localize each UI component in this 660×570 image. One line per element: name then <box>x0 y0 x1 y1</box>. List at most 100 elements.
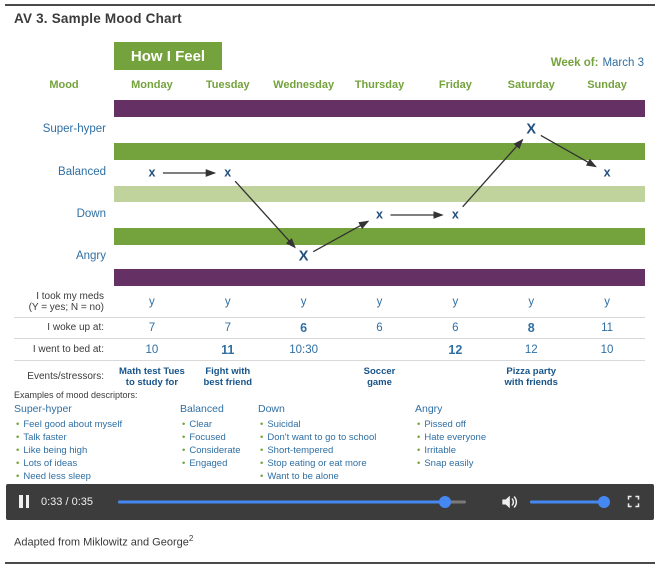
bed-value: 12 <box>524 343 538 356</box>
pause-bar <box>19 495 23 508</box>
events-row: Events/stressors: Math test Tues to stud… <box>14 361 645 392</box>
bed-row: I went to bed at: 10 11 10:30 12 12 10 <box>14 339 645 361</box>
day-header-tuesday: Tuesday <box>205 79 250 91</box>
band-purple-bottom <box>114 269 645 286</box>
woke-value: 7 <box>224 322 231 334</box>
mood-label-balanced: Balanced <box>58 166 106 178</box>
footnote-marker: 2 <box>188 534 194 543</box>
descriptor-item: • Lots of ideas <box>16 458 78 469</box>
descriptor-item: • Stop eating or eat more <box>260 458 367 469</box>
speaker-icon[interactable] <box>499 492 519 512</box>
descriptor-item: • Like being high <box>16 445 88 456</box>
bullet-icon: • <box>16 432 20 443</box>
descriptor-group-title: Down <box>258 403 285 415</box>
event-value: Soccer game <box>363 365 396 388</box>
bullet-icon: • <box>260 419 264 430</box>
descriptor-item: • Irritable <box>417 445 457 456</box>
event-value: Math test Tues to study for <box>119 365 185 388</box>
bullet-icon: • <box>417 445 421 456</box>
bullet-icon: • <box>182 419 186 430</box>
day-header-monday: Monday <box>131 79 173 91</box>
column-headers: Mood Monday Tuesday Wednesday Thursday F… <box>14 79 645 91</box>
woke-label: I woke up at: <box>47 322 104 334</box>
volume-thumb[interactable] <box>598 496 610 508</box>
pause-bar <box>25 495 29 508</box>
bullet-icon: • <box>417 458 421 469</box>
bullet-icon: • <box>260 471 264 482</box>
bullet-icon: • <box>16 445 20 456</box>
meds-value: y <box>528 296 535 308</box>
chart-title-box: How I Feel <box>114 42 222 70</box>
descriptor-item: • Short-tempered <box>260 445 334 456</box>
pause-icon[interactable] <box>19 495 33 509</box>
descriptor-item: • Need less sleep <box>16 471 91 482</box>
mood-descriptors: Examples of mood descriptors: Super-hype… <box>14 390 645 483</box>
bed-value: 10 <box>145 343 159 356</box>
bullet-icon: • <box>260 432 264 443</box>
mood-label-super-hyper: Super-hyper <box>42 123 106 135</box>
descriptor-group-title: Super-hyper <box>14 403 72 415</box>
descriptor-item: • Focused <box>182 432 226 443</box>
meds-row: I took my meds (Y = yes; N = no) y y y y y y y <box>14 287 645 318</box>
woke-value: 8 <box>527 321 535 335</box>
footer-citation: Adapted from Miklowitz and George2 <box>14 534 194 549</box>
descriptor-item: • Engaged <box>182 458 228 469</box>
bullet-icon: • <box>16 458 20 469</box>
volume-track[interactable] <box>530 500 604 504</box>
time-display: 0:33 / 0:35 <box>41 496 93 508</box>
descriptor-group-balanced: Balanced • Clear • Focused • Considerate • Engag… <box>180 403 258 483</box>
woke-value: 11 <box>601 322 614 334</box>
descriptor-group-angry: Angry • Pissed off • Hate everyone • Irritable… <box>415 403 645 483</box>
descriptor-item: • Suicidal <box>260 419 301 430</box>
bed-value: 12 <box>448 342 463 357</box>
bullet-icon: • <box>417 432 421 443</box>
day-header-friday: Friday <box>438 79 472 91</box>
mood-mark-sunday: x <box>603 165 611 180</box>
meds-value: y <box>300 296 307 308</box>
volume-fill <box>530 500 604 504</box>
week-of-value: March 3 <box>602 57 644 69</box>
descriptor-group-title: Angry <box>415 403 443 415</box>
descriptor-group-super-hyper: Super-hyper • Feel good about myself • Talk … <box>14 403 180 483</box>
page-title: AV 3. Sample Mood Chart <box>14 11 182 26</box>
event-value: Fight with best friend <box>203 365 253 388</box>
progress-thumb[interactable] <box>439 496 452 508</box>
bullet-icon: • <box>182 458 186 469</box>
bullet-icon: • <box>260 458 264 469</box>
mood-column-header: Mood <box>49 79 79 91</box>
bullet-icon: • <box>417 419 421 430</box>
week-of: Week of: March 3 <box>551 57 644 69</box>
events-label: Events/stressors: <box>27 370 104 382</box>
volume-slider[interactable] <box>530 496 610 508</box>
bottom-divider <box>5 562 655 564</box>
mood-mark-tuesday: x <box>224 165 232 180</box>
mood-label-angry: Angry <box>75 250 106 262</box>
descriptor-columns: Super-hyper • Feel good about myself • Talk … <box>14 403 645 483</box>
band-purple-top <box>114 100 645 117</box>
progress-slider[interactable] <box>118 496 466 508</box>
descriptor-item: • Pissed off <box>417 419 466 430</box>
day-header-saturday: Saturday <box>507 79 555 91</box>
mood-mark-friday: x <box>451 207 459 222</box>
day-header-wednesday: Wednesday <box>273 79 335 91</box>
bullet-icon: • <box>260 445 264 456</box>
descriptor-group-title: Balanced <box>180 403 224 415</box>
descriptor-group-down: Down • Suicidal • Don't want to go to school… <box>258 403 415 483</box>
woke-row: I woke up at: 7 7 6 6 6 8 11 <box>14 318 645 339</box>
bed-value: 10 <box>600 343 614 356</box>
progress-track[interactable] <box>118 500 466 504</box>
bullet-icon: • <box>182 445 186 456</box>
descriptor-item: • Feel good about myself <box>16 419 123 430</box>
fullscreen-icon[interactable] <box>625 494 641 510</box>
meds-value: y <box>452 296 459 308</box>
media-player: 0:33 / 0:35 <box>6 484 654 520</box>
meds-value: y <box>376 296 383 308</box>
mood-mark-saturday: X <box>526 121 537 138</box>
descriptor-item: • Talk faster <box>16 432 67 443</box>
top-divider <box>5 4 655 6</box>
meds-label: I took my meds (Y = yes; N = no) <box>28 290 104 314</box>
bullet-icon: • <box>182 432 186 443</box>
bullet-icon: • <box>16 419 20 430</box>
